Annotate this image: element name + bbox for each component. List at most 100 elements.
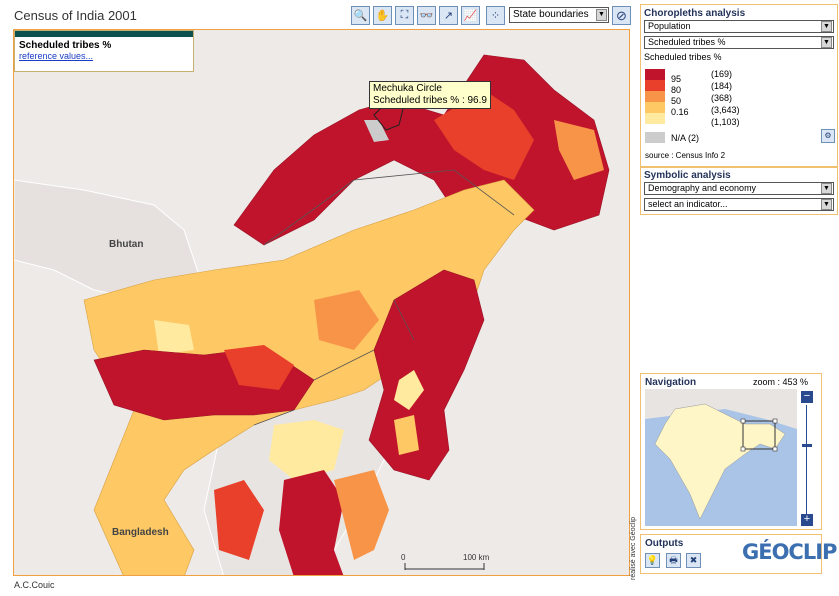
map-tooltip: Mechuka Circle Scheduled tribes % : 96.9: [369, 81, 491, 109]
legend-swatch-016: [645, 102, 665, 113]
legend-swatch-95: [645, 69, 665, 80]
legend-value-50: 50: [671, 96, 682, 106]
choropleth-panel: Choropleths analysis Population ▼ Schedul…: [640, 4, 838, 167]
symbolic-theme-value: Demography and economy: [648, 183, 757, 193]
legend-value-95: 95: [671, 74, 682, 84]
overview-india: [654, 403, 786, 520]
printer-icon: 🖶: [669, 554, 678, 565]
region-mizoram[interactable]: [279, 470, 344, 576]
chevron-down-icon: ▼: [821, 37, 832, 48]
vertical-credit: réalisé avec Géoclip: [630, 516, 637, 580]
glasses-tool[interactable]: 👓: [417, 6, 436, 25]
scale-zero: 0: [401, 553, 406, 562]
measure-tool[interactable]: ↗: [439, 6, 458, 25]
legend-swatch-0: [645, 113, 665, 124]
chevron-down-icon: ▼: [821, 199, 832, 210]
map-view[interactable]: Bhutan Bangladesh 0 100 km: [13, 29, 630, 576]
excel-icon: ✖: [689, 555, 698, 565]
excel-export-button[interactable]: ✖: [686, 553, 701, 568]
symbolic-panel: Symbolic analysis Demography and economy…: [640, 167, 838, 215]
symbolic-theme-select[interactable]: Demography and economy ▼: [644, 182, 834, 195]
geoclip-logo: GÉOCLIP: [742, 540, 837, 564]
boundary-select[interactable]: State boundaries ▼: [509, 7, 609, 23]
region-cachar[interactable]: [269, 420, 344, 480]
region-karbi[interactable]: [314, 290, 379, 350]
legend-value-016: 0.16: [671, 107, 689, 117]
chart-tool[interactable]: 📈: [461, 6, 480, 25]
bulb-icon: 💡: [646, 555, 659, 565]
choropleth-indicator-value: Scheduled tribes %: [648, 37, 726, 47]
no-symbol-icon: ⊘: [616, 7, 627, 23]
zoom-slider-handle[interactable]: [802, 444, 812, 447]
legend-swatch-50: [645, 91, 665, 102]
legend-value-80: 80: [671, 85, 682, 95]
magnifier-icon: 🔍: [353, 10, 368, 22]
label-bangladesh: Bangladesh: [112, 527, 169, 538]
boundary-select-value: State boundaries: [513, 9, 589, 20]
legend-count-1: (169): [711, 69, 733, 79]
zoom-slider-track[interactable]: [806, 405, 807, 514]
dots-icon: ⁘: [490, 10, 501, 22]
region-tripura[interactable]: [214, 480, 264, 560]
legend-swatch-na: [645, 132, 665, 143]
choropleth-theme-select[interactable]: Population ▼: [644, 20, 834, 33]
reference-values-link[interactable]: reference values...: [19, 51, 94, 61]
pan-tool[interactable]: ✋: [373, 6, 392, 25]
label-bhutan: Bhutan: [109, 239, 143, 250]
legend-settings-icon[interactable]: ⚙: [821, 129, 835, 143]
zoom-out-button[interactable]: −: [801, 391, 813, 403]
extent-icon: ⛶: [400, 9, 409, 21]
symbolic-header: Symbolic analysis: [644, 170, 731, 181]
region-manipur-valley[interactable]: [394, 415, 419, 455]
map-canvas[interactable]: Bhutan Bangladesh 0 100 km: [14, 30, 630, 576]
tooltip-value: Scheduled tribes % : 96.9: [373, 95, 487, 106]
author-credit: A.C.Couic: [14, 580, 55, 590]
chart-icon: 📈: [463, 10, 478, 22]
points-tool[interactable]: ⁘: [486, 6, 505, 25]
legend-title: Scheduled tribes %: [19, 40, 112, 51]
scale-km: 100 km: [463, 553, 490, 562]
source-text: source : Census Info 2: [645, 151, 726, 160]
map-legend-box: Scheduled tribes % reference values...: [14, 30, 194, 72]
choropleth-indicator-select[interactable]: Scheduled tribes % ▼: [644, 36, 834, 49]
app-title: Census of India 2001: [14, 8, 137, 23]
minus-icon: −: [803, 390, 811, 402]
region-arunachal-east[interactable]: [434, 90, 534, 180]
symbolic-indicator-select[interactable]: select an indicator... ▼: [644, 198, 834, 211]
region-imphal[interactable]: [394, 370, 424, 410]
tooltip-place: Mechuka Circle: [373, 83, 442, 94]
chevron-down-icon: ▼: [596, 9, 607, 21]
choropleth-header: Choropleths analysis: [644, 8, 746, 19]
symbolic-indicator-value: select an indicator...: [648, 199, 728, 209]
zoom-in-tool[interactable]: 🔍: [351, 6, 370, 25]
navigation-panel: Navigation zoom : 453 %: [640, 373, 822, 530]
region-lohit[interactable]: [554, 120, 604, 180]
chevron-down-icon: ▼: [821, 183, 832, 194]
legend-count-4: (3,643): [711, 105, 740, 115]
legend-count-2: (184): [711, 81, 733, 91]
region-assam-light[interactable]: [154, 320, 194, 355]
arrow-icon: ↗: [443, 10, 454, 22]
glasses-icon: 👓: [419, 10, 434, 22]
print-button[interactable]: 🖶: [666, 553, 681, 568]
zoom-in-button[interactable]: +: [801, 514, 813, 526]
navigation-header: Navigation: [645, 377, 697, 388]
export-image-button[interactable]: 💡: [645, 553, 660, 568]
legend-header-bar[interactable]: [15, 31, 193, 37]
overview-viewport[interactable]: [742, 420, 776, 450]
legend-count-3: (368): [711, 93, 733, 103]
scale-bar: 0 100 km: [401, 553, 490, 570]
legend-count-5: (1,103): [711, 117, 740, 127]
clear-button[interactable]: ⊘: [612, 6, 631, 25]
region-na[interactable]: [364, 120, 389, 142]
choropleth-theme-value: Population: [648, 21, 691, 31]
state-boundaries: [253, 169, 515, 426]
region-mizoram-east[interactable]: [334, 470, 389, 560]
chevron-down-icon: ▼: [821, 21, 832, 32]
overview-map[interactable]: [645, 389, 797, 526]
plus-icon: +: [803, 513, 811, 525]
hand-icon: ✋: [375, 10, 390, 22]
zoom-level: zoom : 453 %: [753, 377, 809, 387]
region-meghalaya-east[interactable]: [224, 345, 294, 390]
full-extent-tool[interactable]: ⛶: [395, 6, 414, 25]
